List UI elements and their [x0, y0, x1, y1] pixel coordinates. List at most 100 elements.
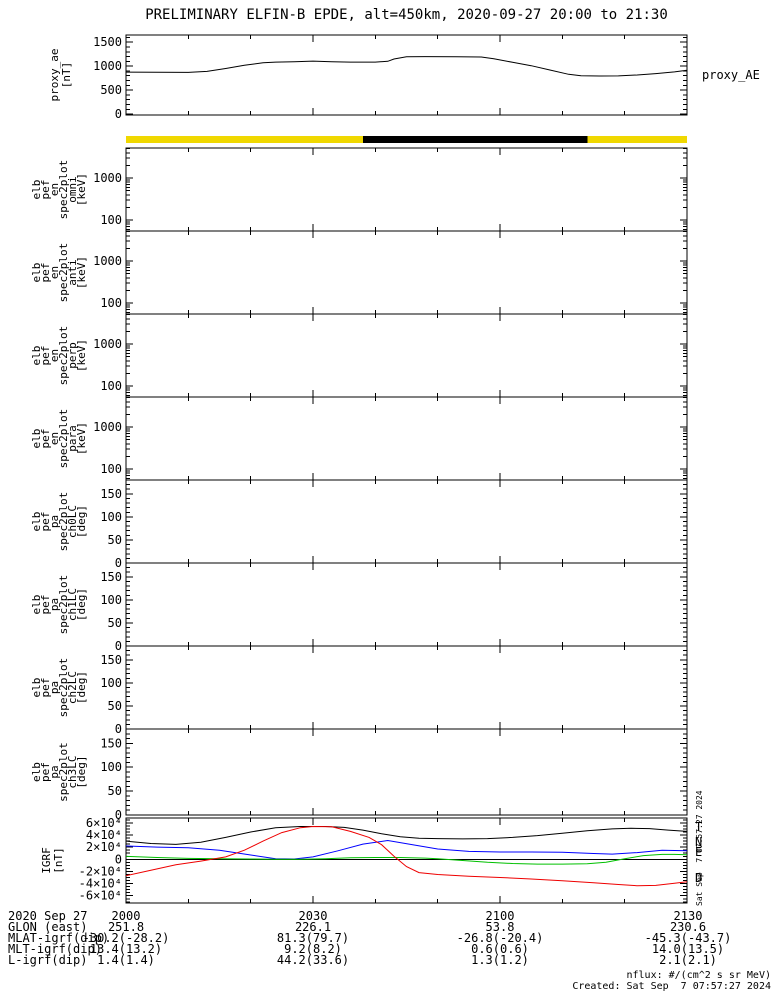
ytick-label: 1000	[93, 59, 122, 73]
panel-ylabel-line: spec2plot	[57, 492, 70, 552]
panel-ylabel-line: [deg]	[75, 588, 88, 621]
panel-ylabel-line: ch2LC	[66, 671, 79, 704]
ytick-label: 1000	[93, 337, 122, 351]
panel-ylabel-line: elb	[30, 346, 43, 366]
series-proxy_AE	[125, 56, 688, 77]
panel-ylabel-line: pef	[39, 180, 52, 200]
ytick-label: 50	[108, 533, 122, 547]
bottom-row-value: 2000	[112, 909, 141, 923]
ytick-label: 0	[115, 556, 122, 570]
ytick-label: 0	[115, 808, 122, 822]
series-E	[125, 853, 688, 865]
panel-ylabel-line: [keV]	[75, 173, 88, 206]
series-N	[125, 839, 688, 860]
panel-ylabel-line: pef	[39, 346, 52, 366]
panel-ylabel-line: spec2plot	[57, 160, 70, 220]
ytick-label: 150	[100, 736, 122, 750]
ytick-label: 6×10⁴	[86, 816, 122, 830]
ytick-label: 0	[115, 639, 122, 653]
ytick-label: 100	[100, 462, 122, 476]
panel-ylabel-line: ch1LC	[66, 588, 79, 621]
ytick-label: 50	[108, 699, 122, 713]
side-timestamp: Sat Sep 7 07:57:27 2024	[695, 790, 704, 906]
ytick-label: 4×10⁴	[86, 828, 122, 842]
panel-ylabel-line: en	[48, 183, 61, 196]
ytick-label: 1000	[93, 420, 122, 434]
panel-ylabel-line: pef	[39, 263, 52, 283]
panel-ylabel-line: IGRF	[40, 847, 53, 874]
panel-ylabel-line: elb	[30, 263, 43, 283]
panel-ylabel-line: spec2plot	[57, 742, 70, 802]
panel-ylabel-line: [deg]	[75, 755, 88, 788]
ytick-label: 1000	[93, 171, 122, 185]
panel-ylabel-line: [keV]	[75, 422, 88, 455]
panel-ylabel-line: ch0LC	[66, 505, 79, 538]
panel-daynight_bar	[126, 136, 687, 143]
series-label-N: N	[695, 835, 702, 849]
panel-ylabel-line: anti	[66, 259, 79, 286]
series-label-T: T	[695, 820, 702, 834]
panel-ylabel-line: pef	[39, 595, 52, 615]
bottom-row-value: 53.8	[486, 920, 515, 934]
panel-ylabel-line: en	[48, 432, 61, 445]
ytick-label: 1500	[93, 35, 122, 49]
ytick-label: 0	[115, 852, 122, 866]
bottom-row-value: 2130	[674, 909, 703, 923]
bottom-row-value: 13.4(13.2)	[90, 942, 162, 956]
panel-ylabel-line: spec2plot	[57, 575, 70, 635]
bottom-row-value: 0.6(0.6)	[471, 942, 529, 956]
bottom-row-value: 226.1	[295, 920, 331, 934]
bottom-row-value: -45.3(-43.7)	[645, 931, 732, 945]
bottom-row-value: 44.2(33.6)	[277, 953, 349, 967]
bottom-row-value: -26.8(-20.4)	[457, 931, 544, 945]
ytick-label: 150	[100, 487, 122, 501]
ytick-label: 1000	[93, 254, 122, 268]
panel-ylabel-line: pef	[39, 429, 52, 449]
panel-ylabel-line: [keV]	[75, 256, 88, 289]
panel-ylabel-line: [keV]	[75, 339, 88, 372]
daynight-segment-night	[362, 136, 588, 143]
panel-ylabel-line: [deg]	[75, 671, 88, 704]
bottom-row-value: 251.8	[108, 920, 144, 934]
bottom-row-value: 1.3(1.2)	[471, 953, 529, 967]
panel-ylabel-line: spec2plot	[57, 409, 70, 469]
bottom-row-label: 2020 Sep 27	[8, 909, 87, 923]
panel-ylabel-line: [deg]	[75, 505, 88, 538]
ytick-label: 100	[100, 510, 122, 524]
series-label-E: E	[695, 845, 702, 859]
panel-ylabel-line: proxy_ae	[48, 49, 61, 102]
bottom-row-value: 14.0(13.5)	[652, 942, 724, 956]
bottom-row-label: MLAT-igrf(dip)	[8, 931, 109, 945]
panel-ylabel-line: omni	[66, 176, 79, 203]
ytick-label: 0	[115, 107, 122, 121]
panel-ylabel-line: pa	[48, 765, 61, 778]
bottom-row-value: 2030	[299, 909, 328, 923]
ytick-label: 150	[100, 653, 122, 667]
panel-ylabel-line: pef	[39, 762, 52, 782]
bottom-row-value: 2100	[486, 909, 515, 923]
bottom-annotation-rows: 2020 Sep 27 2000 2030 2100 2130 GLON (east) 25…	[8, 909, 731, 967]
ytick-label: 100	[100, 213, 122, 227]
panel-ylabel-line: spec2plot	[57, 243, 70, 303]
panel-ylabel-line: elb	[30, 595, 43, 615]
bottom-row-value: 1.4(1.4)	[97, 953, 155, 967]
ytick-label: 0	[115, 722, 122, 736]
ytick-label: 100	[100, 676, 122, 690]
ytick-label: 50	[108, 616, 122, 630]
panel-proxy_ae: 0 500 1000 1500 proxy_ae [nT] proxy_AE	[48, 34, 760, 121]
panel-ylabel-line: spec2plot	[57, 658, 70, 718]
panel-ylabel-line: ch3LC	[66, 755, 79, 788]
ytick-label: 2×10⁴	[86, 840, 122, 854]
panel-ylabel-line: en	[48, 266, 61, 279]
series-T	[125, 826, 688, 845]
series-D	[125, 825, 688, 887]
